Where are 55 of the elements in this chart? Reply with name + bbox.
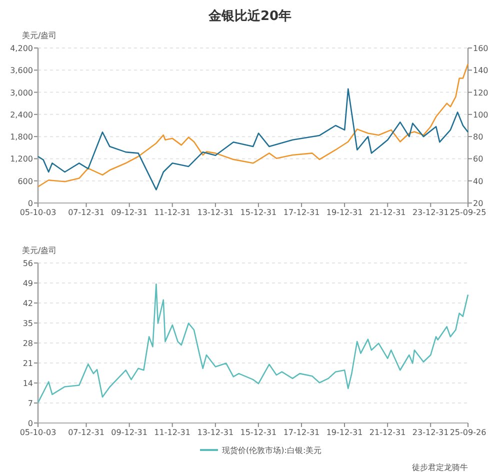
y-tick-label: 1,800 (10, 132, 33, 142)
line-series (37, 88, 469, 190)
y-tick-label: 28 (22, 339, 33, 348)
x-tick-label: 05-10-03 (20, 428, 56, 437)
x-tick-label: 05-10-03 (20, 208, 56, 217)
y2-tick-label: 80 (473, 132, 484, 142)
x-tick-label: 21-12-31 (369, 208, 406, 217)
y-tick-label: 35 (22, 319, 33, 328)
x-tick-label: 15-12-31 (240, 208, 277, 217)
x-tick-label: 11-12-31 (154, 208, 191, 217)
y2-tick-label: 160 (473, 44, 488, 53)
x-tick-label: 25-09-25 (450, 208, 486, 217)
legend-label: 现货价(伦敦市场):白银:美元 (222, 446, 322, 455)
y2-tick-label: 140 (473, 66, 488, 76)
x-tick-label: 23-12-31 (412, 208, 449, 217)
y2-tick-label: 40 (473, 176, 484, 186)
y-tick-label: 0 (28, 419, 33, 428)
y-tick-label: 14 (22, 379, 33, 388)
x-tick-label: 13-12-31 (197, 428, 234, 437)
x-tick-label: 09-12-31 (111, 428, 148, 437)
y-tick-label: 49 (22, 279, 33, 288)
x-tick-label: 17-12-31 (283, 428, 320, 437)
y-tick-label: 42 (22, 299, 33, 308)
y-tick-label: 3,000 (10, 88, 33, 98)
x-tick-label: 19-12-31 (326, 428, 363, 437)
y-tick-label: 2,400 (10, 110, 33, 120)
y2-tick-label: 120 (473, 88, 488, 98)
text: 徒步君定龙骑牛 (412, 463, 468, 472)
y2-tick-label: 20 (473, 199, 484, 208)
x-tick-label: 07-12-31 (68, 208, 104, 217)
x-tick-label: 13-12-31 (197, 208, 234, 217)
line-series (37, 63, 469, 188)
x-tick-label: 09-12-31 (111, 208, 148, 217)
y2-tick-label: 100 (473, 110, 488, 120)
y-tick-label: 0 (28, 199, 33, 208)
y-tick-label: 21 (22, 359, 33, 368)
x-tick-label: 23-12-31 (412, 428, 449, 437)
x-tick-label: 21-12-31 (369, 428, 406, 437)
y-tick-label: 4,200 (10, 44, 33, 53)
x-tick-label: 07-12-31 (68, 428, 104, 437)
line-series (37, 283, 469, 404)
y-axis-title: 美元/盎司 (22, 246, 57, 255)
y-tick-label: 3,600 (10, 66, 33, 76)
x-tick-label: 15-12-31 (240, 428, 277, 437)
x-tick-label: 19-12-31 (326, 208, 363, 217)
y-axis-title: 美元/盎司 (22, 31, 57, 40)
y-tick-label: 56 (22, 259, 33, 268)
y2-tick-label: 60 (473, 154, 484, 164)
y-tick-label: 7 (28, 399, 33, 408)
x-tick-label: 17-12-31 (283, 208, 320, 217)
x-tick-label: 25-09-26 (450, 428, 486, 437)
x-tick-label: 11-12-31 (154, 428, 190, 437)
y-tick-label: 600 (18, 176, 33, 186)
chart-title: 金银比近20年 (207, 8, 292, 24)
y-tick-label: 1,200 (10, 154, 33, 164)
